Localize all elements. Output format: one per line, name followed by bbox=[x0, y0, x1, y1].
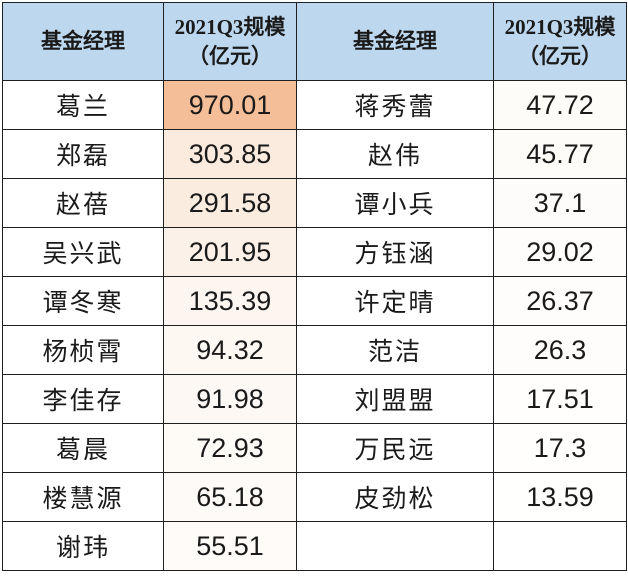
scale-value-cell-right: 37.1 bbox=[493, 178, 627, 228]
manager-name-cell-right: 万民远 bbox=[296, 423, 494, 473]
scale-value-cell-right: 29.02 bbox=[493, 227, 627, 277]
scale-value-cell-right: 47.72 bbox=[493, 80, 627, 130]
scale-value-cell-left: 201.95 bbox=[163, 227, 297, 277]
table-row: 赵蓓 291.58 谭小兵 37.1 bbox=[2, 178, 627, 228]
scale-value-cell-left: 55.51 bbox=[163, 521, 297, 571]
manager-name-cell-left: 杨桢霄 bbox=[2, 325, 164, 375]
manager-name-cell-right: 刘盟盟 bbox=[296, 374, 494, 424]
table-row: 郑磊 303.85 赵伟 45.77 bbox=[2, 129, 627, 179]
manager-name-cell-right: 谭小兵 bbox=[296, 178, 494, 228]
scale-value-cell-left: 303.85 bbox=[163, 129, 297, 179]
manager-name-cell-left: 谭冬寒 bbox=[2, 276, 164, 326]
table-header: 基金经理 2021Q3规模 （亿元） 基金经理 2021Q3规模 （亿元） bbox=[2, 2, 627, 81]
table-row: 杨桢霄 94.32 范洁 26.3 bbox=[2, 325, 627, 375]
header-row: 基金经理 2021Q3规模 （亿元） 基金经理 2021Q3规模 （亿元） bbox=[2, 2, 627, 81]
header-scale-left-line2: （亿元） bbox=[188, 43, 272, 68]
manager-name-cell-right: 皮劲松 bbox=[296, 472, 494, 522]
manager-name-cell-right: 许定晴 bbox=[296, 276, 494, 326]
scale-value-cell-left: 291.58 bbox=[163, 178, 297, 228]
manager-name-cell-left: 赵蓓 bbox=[2, 178, 164, 228]
manager-name-cell-right: 蒋秀蕾 bbox=[296, 80, 494, 130]
scale-value-cell-right bbox=[493, 521, 627, 571]
manager-name-cell-left: 葛晨 bbox=[2, 423, 164, 473]
header-scale-left-line1: 2021Q3规模 bbox=[174, 15, 286, 40]
scale-value-cell-right: 26.3 bbox=[493, 325, 627, 375]
manager-name-cell-left: 谢玮 bbox=[2, 521, 164, 571]
manager-name-cell-right: 范洁 bbox=[296, 325, 494, 375]
table-row: 谢玮 55.51 bbox=[2, 521, 627, 571]
table-row: 楼慧源 65.18 皮劲松 13.59 bbox=[2, 472, 627, 522]
table-row: 李佳存 91.98 刘盟盟 17.51 bbox=[2, 374, 627, 424]
manager-name-cell-left: 郑磊 bbox=[2, 129, 164, 179]
manager-name-cell-left: 楼慧源 bbox=[2, 472, 164, 522]
scale-value-cell-right: 17.3 bbox=[493, 423, 627, 473]
scale-value-cell-right: 26.37 bbox=[493, 276, 627, 326]
scale-value-cell-left: 135.39 bbox=[163, 276, 297, 326]
header-scale-right: 2021Q3规模 （亿元） bbox=[493, 2, 627, 81]
header-scale-right-line1: 2021Q3规模 bbox=[504, 15, 616, 40]
header-manager-left: 基金经理 bbox=[2, 2, 164, 81]
header-scale-right-line2: （亿元） bbox=[518, 43, 602, 68]
scale-value-cell-right: 13.59 bbox=[493, 472, 627, 522]
fund-scale-table: 基金经理 2021Q3规模 （亿元） 基金经理 2021Q3规模 （亿元） 葛兰… bbox=[2, 2, 627, 571]
scale-value-cell-right: 45.77 bbox=[493, 129, 627, 179]
scale-value-cell-left: 970.01 bbox=[163, 80, 297, 130]
scale-value-cell-left: 94.32 bbox=[163, 325, 297, 375]
table-row: 吴兴武 201.95 方钰涵 29.02 bbox=[2, 227, 627, 277]
scale-value-cell-left: 65.18 bbox=[163, 472, 297, 522]
header-manager-right: 基金经理 bbox=[296, 2, 494, 81]
manager-name-cell-right: 赵伟 bbox=[296, 129, 494, 179]
manager-name-cell-right bbox=[296, 521, 494, 571]
table-row: 谭冬寒 135.39 许定晴 26.37 bbox=[2, 276, 627, 326]
scale-value-cell-left: 72.93 bbox=[163, 423, 297, 473]
table-row: 葛兰 970.01 蒋秀蕾 47.72 bbox=[2, 80, 627, 130]
manager-name-cell-right: 方钰涵 bbox=[296, 227, 494, 277]
manager-name-cell-left: 吴兴武 bbox=[2, 227, 164, 277]
table-body: 葛兰 970.01 蒋秀蕾 47.72 郑磊 303.85 赵伟 45.77 赵蓓 291.58 谭… bbox=[2, 80, 627, 571]
scale-value-cell-right: 17.51 bbox=[493, 374, 627, 424]
manager-name-cell-left: 李佳存 bbox=[2, 374, 164, 424]
header-scale-left: 2021Q3规模 （亿元） bbox=[163, 2, 297, 81]
table-row: 葛晨 72.93 万民远 17.3 bbox=[2, 423, 627, 473]
manager-name-cell-left: 葛兰 bbox=[2, 80, 164, 130]
scale-value-cell-left: 91.98 bbox=[163, 374, 297, 424]
